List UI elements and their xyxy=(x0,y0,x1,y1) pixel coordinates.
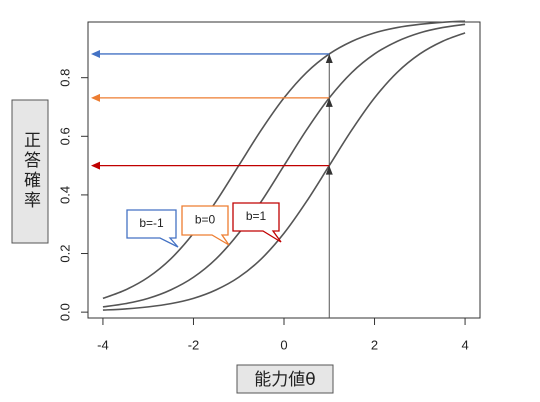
y-label-box xyxy=(11,99,49,244)
theta-arrow-head xyxy=(325,165,333,175)
callout xyxy=(181,205,230,246)
x-axis-label: 能力値θ xyxy=(254,370,315,390)
y-tick-label: 0.0 xyxy=(57,303,72,321)
x-tick-label: 2 xyxy=(371,337,378,352)
curve xyxy=(102,20,466,300)
x-tick-label: -2 xyxy=(188,337,200,352)
y-tick-label: 0.6 xyxy=(57,127,72,145)
theta-arrow-head xyxy=(325,97,333,107)
x-label-box xyxy=(236,364,334,394)
theta-arrow-head xyxy=(325,53,333,63)
plot-box xyxy=(87,21,481,319)
x-tick-label: 0 xyxy=(280,337,287,352)
legend-label: b=-1 xyxy=(139,216,164,230)
callout xyxy=(126,209,179,248)
arrow-head xyxy=(91,49,100,58)
y-tick-label: 0.2 xyxy=(57,244,72,262)
y-tick-label: 0.4 xyxy=(57,186,72,204)
y-axis-label: 正答確率 xyxy=(20,131,41,211)
arrow-head xyxy=(91,93,100,102)
callout xyxy=(232,202,282,243)
legend-label: b=1 xyxy=(246,209,267,223)
legend-label: b=0 xyxy=(195,213,216,227)
curve xyxy=(102,32,466,311)
y-tick-label: 0.8 xyxy=(57,69,72,87)
x-tick-label: 4 xyxy=(461,337,468,352)
arrow-head xyxy=(91,161,100,170)
x-tick-label: -4 xyxy=(97,337,109,352)
